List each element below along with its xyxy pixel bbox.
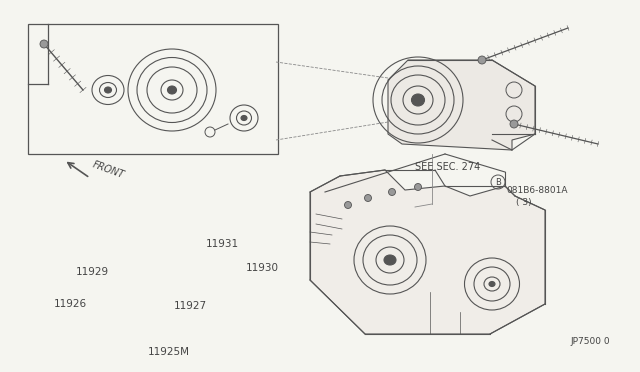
Circle shape: [40, 40, 48, 48]
Ellipse shape: [104, 87, 111, 93]
Text: 11926: 11926: [54, 299, 87, 309]
Ellipse shape: [489, 282, 495, 286]
Text: JP7500 0: JP7500 0: [570, 337, 610, 346]
Ellipse shape: [412, 94, 424, 106]
Text: ( 3): ( 3): [516, 198, 532, 206]
Circle shape: [415, 183, 422, 190]
Text: 11929: 11929: [76, 267, 109, 277]
Circle shape: [344, 202, 351, 208]
Text: FRONT: FRONT: [91, 159, 125, 180]
Polygon shape: [388, 60, 535, 150]
Ellipse shape: [384, 255, 396, 265]
Circle shape: [478, 56, 486, 64]
Text: 11930: 11930: [246, 263, 279, 273]
Polygon shape: [28, 24, 278, 154]
Text: 11925M: 11925M: [148, 347, 190, 357]
Circle shape: [510, 120, 518, 128]
Circle shape: [388, 189, 396, 196]
Text: SEE SEC. 274: SEE SEC. 274: [415, 162, 480, 172]
Text: B: B: [495, 177, 501, 186]
Text: 11931: 11931: [206, 239, 239, 249]
Text: 11927: 11927: [174, 301, 207, 311]
Ellipse shape: [168, 86, 177, 94]
Text: 081B6-8801A: 081B6-8801A: [506, 186, 568, 195]
Polygon shape: [310, 170, 545, 334]
Ellipse shape: [241, 115, 247, 121]
Circle shape: [365, 195, 371, 202]
